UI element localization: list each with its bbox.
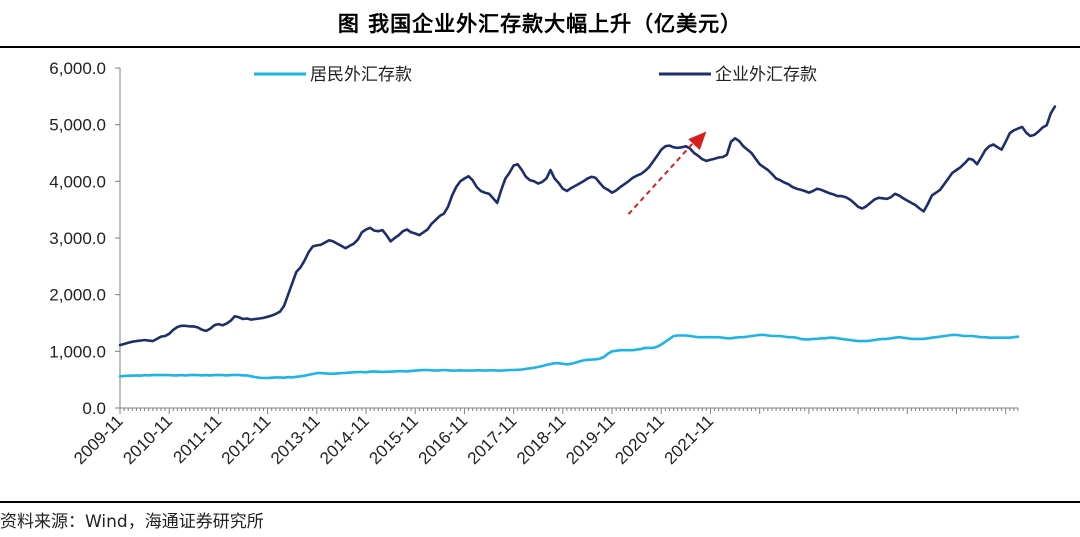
y-tick-label: 6,000.0 [49,59,106,78]
series-layer [118,105,1057,380]
x-tick-label: 2015-11 [365,411,422,468]
chart-title-bar: 图 我国企业外汇存款大幅上升（亿美元） [0,0,1080,46]
x-tick-label: 2014-11 [316,411,373,468]
chart-title: 图 我国企业外汇存款大幅上升（亿美元） [337,12,743,36]
y-tick-label: 5,000.0 [49,116,106,135]
x-tick-label: 2012-11 [218,411,275,468]
legend: 居民外汇存款 企业外汇存款 [254,65,817,85]
axes-group: 0.0 1,000.0 2,000.0 3,000.0 4,000.0 5,000.0 6,… [49,59,1019,468]
legend-label: 居民外汇存款 [310,65,412,85]
y-tick-label: 0.0 [82,399,106,418]
title-divider [0,46,1080,48]
x-tick-label: 2017-11 [464,411,521,468]
y-tick-label: 1,000.0 [49,342,106,361]
series-line-corporate [118,105,1057,347]
x-tick-label: 2009-11 [70,411,127,468]
legend-label: 企业外汇存款 [715,65,817,85]
x-tick-label: 2021-11 [661,411,718,468]
annotation-layer [627,131,707,215]
x-tick-label: 2020-11 [611,411,668,468]
x-tick-label: 2019-11 [562,411,619,468]
x-tick-label: 2011-11 [169,411,225,467]
x-tick-label: 2010-11 [119,411,176,468]
x-tick-label: 2013-11 [267,411,324,468]
y-tick-label: 3,000.0 [49,229,106,248]
annotation-arrow-head [688,131,707,151]
source-note: 资料来源：Wind，海通证券研究所 [0,512,264,532]
y-tick-label: 4,000.0 [49,172,106,191]
series-line-resident [118,333,1020,380]
x-tick-label: 2016-11 [415,411,472,468]
y-tick-label: 2,000.0 [49,286,106,305]
footer-divider [0,501,1080,503]
annotation-arrow-line [627,138,698,215]
x-tick-label: 2018-11 [513,411,570,468]
